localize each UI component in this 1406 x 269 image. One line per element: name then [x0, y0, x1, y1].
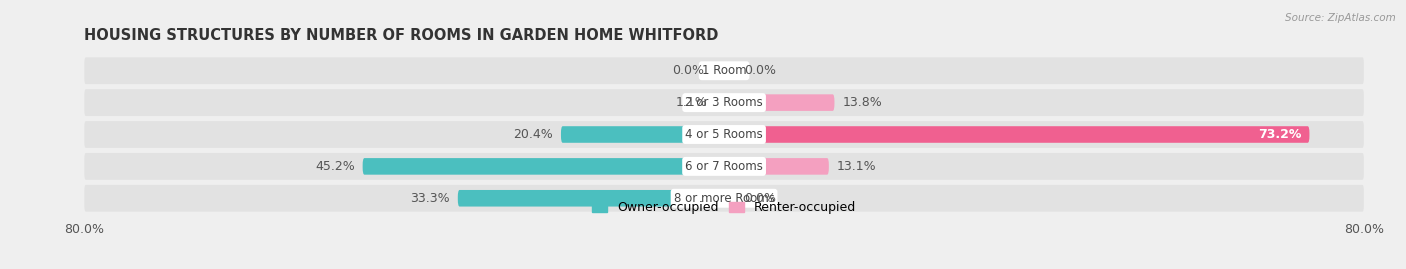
- Text: HOUSING STRUCTURES BY NUMBER OF ROOMS IN GARDEN HOME WHITFORD: HOUSING STRUCTURES BY NUMBER OF ROOMS IN…: [84, 28, 718, 43]
- Text: 2 or 3 Rooms: 2 or 3 Rooms: [685, 96, 763, 109]
- Text: 4 or 5 Rooms: 4 or 5 Rooms: [685, 128, 763, 141]
- Text: 13.1%: 13.1%: [837, 160, 876, 173]
- FancyBboxPatch shape: [724, 94, 834, 111]
- Text: 73.2%: 73.2%: [1258, 128, 1302, 141]
- FancyBboxPatch shape: [84, 121, 1364, 148]
- FancyBboxPatch shape: [84, 153, 1364, 180]
- Text: 0.0%: 0.0%: [744, 64, 776, 77]
- FancyBboxPatch shape: [724, 158, 830, 175]
- FancyBboxPatch shape: [363, 158, 724, 175]
- Text: 0.0%: 0.0%: [672, 64, 704, 77]
- Text: 45.2%: 45.2%: [315, 160, 354, 173]
- FancyBboxPatch shape: [84, 89, 1364, 116]
- FancyBboxPatch shape: [84, 185, 1364, 212]
- Text: Source: ZipAtlas.com: Source: ZipAtlas.com: [1285, 13, 1396, 23]
- Text: 33.3%: 33.3%: [411, 192, 450, 205]
- Text: 1 Room: 1 Room: [702, 64, 747, 77]
- FancyBboxPatch shape: [458, 190, 724, 207]
- Text: 20.4%: 20.4%: [513, 128, 553, 141]
- Text: 1.1%: 1.1%: [675, 96, 707, 109]
- Text: 13.8%: 13.8%: [842, 96, 882, 109]
- Text: 8 or more Rooms: 8 or more Rooms: [673, 192, 775, 205]
- FancyBboxPatch shape: [84, 57, 1364, 84]
- FancyBboxPatch shape: [716, 94, 724, 111]
- FancyBboxPatch shape: [561, 126, 724, 143]
- Text: 0.0%: 0.0%: [744, 192, 776, 205]
- Text: 6 or 7 Rooms: 6 or 7 Rooms: [685, 160, 763, 173]
- Legend: Owner-occupied, Renter-occupied: Owner-occupied, Renter-occupied: [589, 197, 859, 218]
- FancyBboxPatch shape: [724, 126, 1309, 143]
